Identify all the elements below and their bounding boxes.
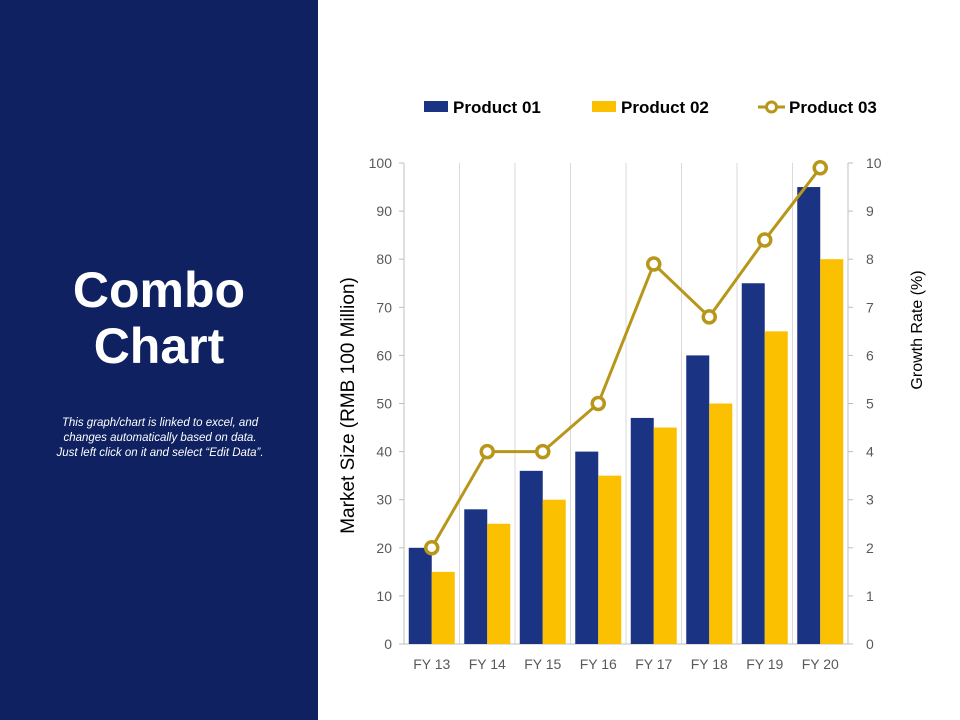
- point-product-03: [535, 443, 551, 460]
- bar-product-02: [598, 475, 622, 644]
- y-tick-label-left: 40: [376, 444, 392, 460]
- y-tick-label-right: 2: [866, 540, 874, 556]
- bar-product-02: [487, 523, 511, 644]
- bar-product-01: [464, 509, 488, 644]
- y-tick-label-right: 1: [866, 588, 874, 604]
- legend-label-product-01: Product 01: [453, 98, 541, 117]
- legend-swatch-marker-product-03: [765, 100, 778, 114]
- bar-product-01: [686, 355, 710, 644]
- slide-title-line-1: Combo: [72, 262, 246, 318]
- x-tick-label: FY 15: [524, 656, 561, 672]
- bar-product-01: [408, 547, 432, 644]
- point-product-03: [479, 443, 495, 460]
- slide-title-line-2: Chart: [93, 318, 225, 374]
- y-tick-label-left: 100: [369, 155, 393, 171]
- chart-note-line-1: This graph/chart is linked to excel, and: [61, 417, 259, 429]
- point-product-03: [590, 395, 606, 412]
- bar-product-02: [709, 403, 733, 644]
- line-product-03: [430, 166, 822, 549]
- y-axis-title-left: Market Size (RMB 100 Million): [338, 277, 359, 534]
- y-tick-label-right: 3: [866, 492, 874, 508]
- y-tick-label-left: 30: [376, 492, 392, 508]
- bar-product-01: [519, 470, 543, 644]
- y-tick-label-right: 10: [866, 155, 882, 171]
- y-tick-label-right: 9: [866, 203, 874, 219]
- y-tick-label-right: 8: [866, 251, 874, 267]
- y-tick-label-right: 4: [866, 444, 874, 460]
- x-tick-label: FY 19: [746, 656, 783, 672]
- point-product-03: [424, 540, 440, 556]
- chart-note: This graph/chart is linked to excel, and…: [30, 416, 290, 461]
- chart-note-line-3: Just left click on it and select “Edit D…: [56, 447, 264, 459]
- y-tick-label-left: 10: [376, 588, 392, 604]
- x-tick-label: FY 14: [469, 656, 506, 672]
- y-tick-label-right: 6: [866, 347, 874, 363]
- bar-product-02: [653, 427, 677, 644]
- y-tick-label-left: 60: [376, 347, 392, 363]
- y-tick-label-right: 5: [866, 396, 874, 412]
- legend-label-product-03: Product 03: [789, 98, 877, 117]
- x-tick-label: FY 18: [691, 656, 728, 672]
- title-panel: Combo Chart This graph/chart is linked t…: [0, 0, 318, 720]
- x-tick-label: FY 16: [580, 656, 617, 672]
- combo-chart[interactable]: 0 10 20 30 40 50 60 70 80 90 100 0 1 2 3 4 5 6 7 8 9 10 FY 13 F…: [318, 0, 960, 720]
- point-product-03: [646, 256, 662, 272]
- legend-label-product-02: Product 02: [621, 98, 709, 117]
- bar-product-02: [820, 259, 844, 644]
- point-product-03: [812, 160, 828, 176]
- y-tick-label-left: 80: [376, 251, 392, 267]
- slide-title: Combo Chart: [0, 262, 318, 374]
- y-axis-title-right: Growth Rate (%): [909, 270, 926, 389]
- bar-product-01: [741, 283, 765, 644]
- bar-product-02: [764, 331, 788, 644]
- y-tick-label-left: 90: [376, 203, 392, 219]
- y-tick-label-left: 70: [376, 299, 392, 315]
- bar-product-01: [797, 187, 821, 645]
- legend-swatch-product-02: [592, 101, 616, 112]
- bar-product-01: [575, 451, 599, 644]
- chart-note-line-2: changes automatically based on data.: [63, 432, 257, 444]
- bar-product-01: [630, 417, 654, 644]
- x-tick-label: FY 20: [802, 656, 839, 672]
- y-tick-label-right: 7: [866, 299, 874, 315]
- point-product-03: [701, 309, 717, 325]
- x-tick-label: FY 13: [413, 656, 450, 672]
- x-tick-label: FY 17: [635, 656, 672, 672]
- bar-product-02: [431, 571, 455, 644]
- y-tick-label-right: 0: [866, 636, 874, 652]
- bar-product-02: [542, 499, 566, 644]
- point-product-03: [757, 232, 773, 248]
- y-tick-label-left: 0: [384, 636, 392, 652]
- y-tick-label-left: 20: [376, 540, 392, 556]
- y-tick-label-left: 50: [376, 396, 392, 412]
- legend-swatch-product-01: [424, 101, 448, 112]
